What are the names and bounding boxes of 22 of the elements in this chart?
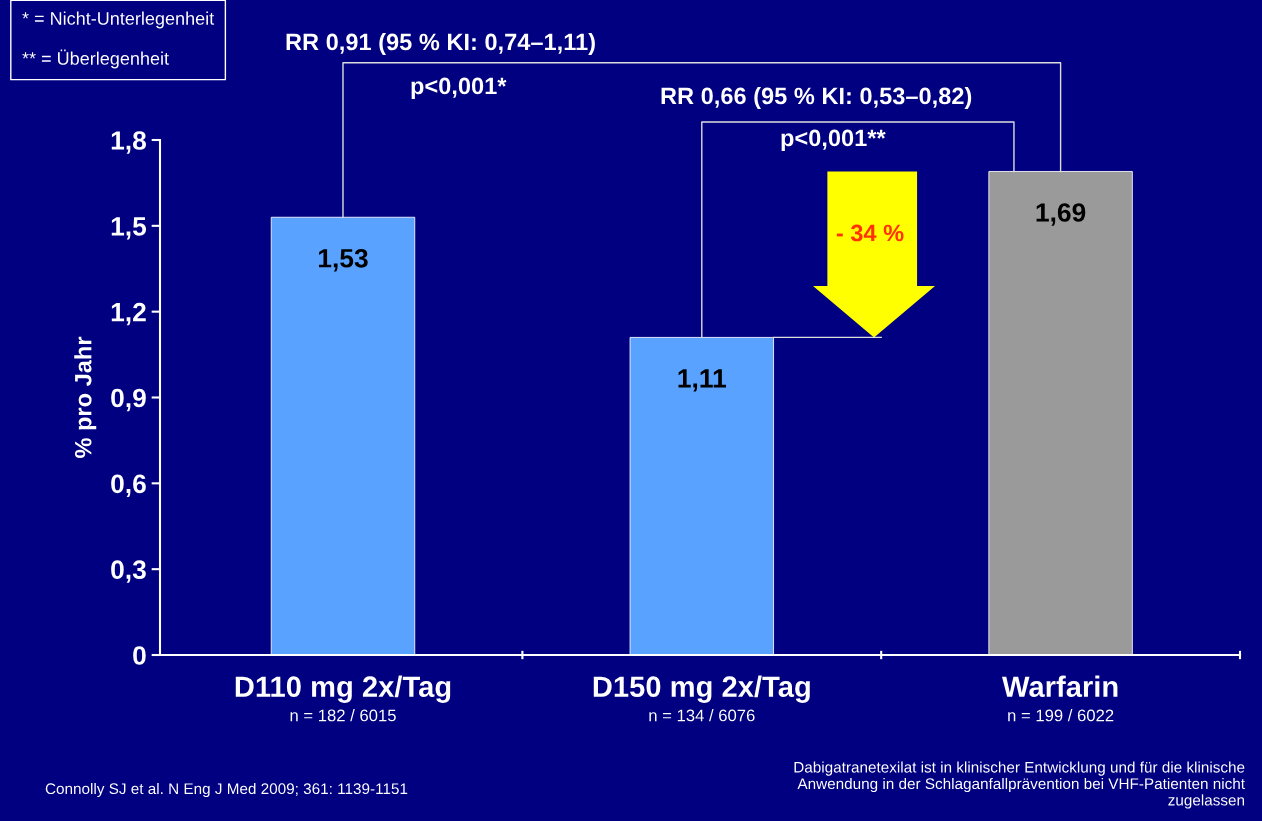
x-tick-label: D150 mg 2x/Tag n = 134 / 6076 [593,675,810,722]
y-tick-label: 1,2 [111,302,146,326]
y-tick-label: 0,9 [111,388,146,412]
y-tick-label: 0,6 [111,474,146,497]
text: * = Nicht-Unterlegenheit ** = Überlegenheit [22,11,215,69]
annotation: - 34 % [836,224,904,242]
y-tick-label: 0,3 [111,560,146,583]
data-label: 1,11 [678,369,727,392]
text: Dabigatranetexilat ist in klinischer Entwicklung und für die klinische Anwendung in der Schlaganfallprävention bei VHF-Patienten nicht zugelassen [794,761,1245,809]
text: RR 0,66 (95 % KI: 0,53–0,82) [661,87,972,110]
text: Connolly SJ et al. N Eng J Med 2009; 361: 1139-1151 [45,782,408,798]
y-tick-label: 1,8 [111,131,146,154]
text: p<0,001* [411,77,507,100]
y-axis-title: % pro Jahr [74,336,97,458]
text: RR 0,91 (95 % KI: 0,74–1,11) [286,33,595,56]
y-tick-label: 0 [133,646,146,665]
y-tick-label: 1,5 [111,217,147,240]
data-label: 1,53 [318,248,368,272]
annotation: p<0,001** [781,129,886,152]
x-tick-label: D110 mg 2x/Tag n = 182 / 6015 [235,675,451,722]
x-tick-label: Warfarin n = 199 / 6022 [1002,675,1118,722]
data-label: 1,69 [1036,203,1086,226]
